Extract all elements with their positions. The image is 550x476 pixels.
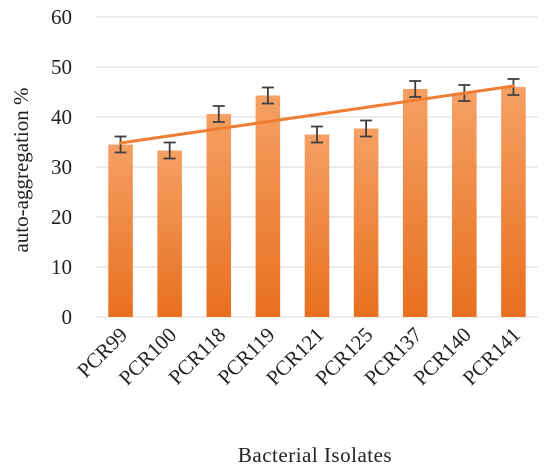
bar-pcr140 xyxy=(452,93,477,317)
bars xyxy=(108,87,526,317)
trendline-layer xyxy=(119,84,515,145)
y-axis-title: auto-aggregation % xyxy=(9,87,33,252)
x-tick-labels: PCR99PCR100PCR118PCR119PCR121PCR125PCR13… xyxy=(72,323,525,390)
error-bar xyxy=(360,119,373,138)
error-bar xyxy=(261,86,274,105)
error-bar xyxy=(311,125,323,144)
y-tick-labels: 0 10 20 30 40 50 60 xyxy=(51,5,72,329)
trendline xyxy=(119,84,515,145)
y-tick-label: 40 xyxy=(51,105,72,129)
bar-pcr125 xyxy=(353,128,379,317)
bar-pcr141 xyxy=(501,87,526,317)
error-bar xyxy=(409,80,422,98)
bar-pcr137 xyxy=(402,89,428,317)
error-bar xyxy=(212,105,225,123)
error-bar xyxy=(163,141,176,160)
y-tick-label: 30 xyxy=(51,155,72,179)
y-tick-label: 0 xyxy=(62,305,73,329)
y-tick-label: 10 xyxy=(51,255,72,279)
bar-pcr121 xyxy=(304,134,330,317)
y-tick-label: 20 xyxy=(51,205,72,229)
bar-pcr118 xyxy=(206,114,232,317)
error-bars xyxy=(114,78,520,160)
y-tick-label: 60 xyxy=(51,5,72,29)
y-tick-label: 50 xyxy=(51,55,72,79)
bar-pcr119 xyxy=(255,95,281,317)
bar-pcr100 xyxy=(157,150,182,317)
bar-pcr99 xyxy=(108,144,133,317)
x-axis-title: Bacterial Isolates xyxy=(238,443,392,467)
